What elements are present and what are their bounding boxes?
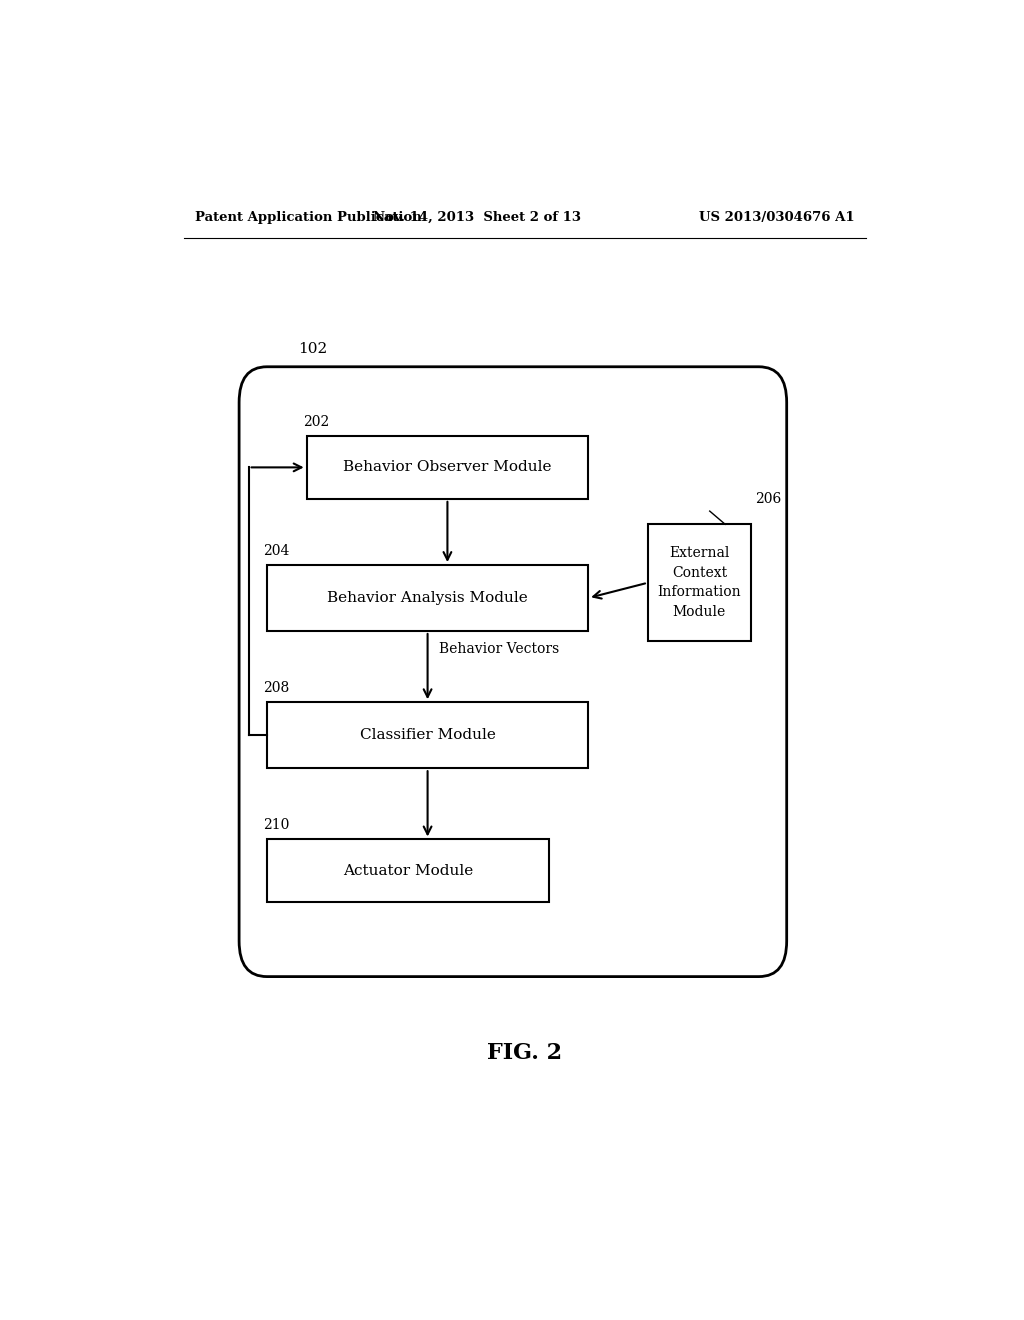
Text: 210: 210 bbox=[263, 818, 290, 833]
Text: 204: 204 bbox=[263, 544, 290, 558]
Text: Behavior Analysis Module: Behavior Analysis Module bbox=[328, 591, 528, 605]
FancyBboxPatch shape bbox=[267, 565, 588, 631]
Text: Behavior Vectors: Behavior Vectors bbox=[439, 643, 560, 656]
Text: 202: 202 bbox=[303, 414, 329, 429]
FancyBboxPatch shape bbox=[240, 367, 786, 977]
Text: 102: 102 bbox=[299, 342, 328, 355]
Text: US 2013/0304676 A1: US 2013/0304676 A1 bbox=[698, 211, 854, 224]
Text: 208: 208 bbox=[263, 681, 289, 696]
FancyBboxPatch shape bbox=[267, 702, 588, 768]
Text: Classifier Module: Classifier Module bbox=[359, 729, 496, 742]
Text: FIG. 2: FIG. 2 bbox=[487, 1041, 562, 1064]
Text: Actuator Module: Actuator Module bbox=[343, 863, 473, 878]
FancyBboxPatch shape bbox=[267, 840, 549, 903]
Text: Behavior Observer Module: Behavior Observer Module bbox=[343, 461, 552, 474]
Text: Nov. 14, 2013  Sheet 2 of 13: Nov. 14, 2013 Sheet 2 of 13 bbox=[373, 211, 582, 224]
FancyBboxPatch shape bbox=[648, 524, 751, 642]
FancyBboxPatch shape bbox=[306, 436, 588, 499]
Text: External
Context
Information
Module: External Context Information Module bbox=[657, 546, 741, 619]
Text: 206: 206 bbox=[755, 492, 781, 506]
Text: Patent Application Publication: Patent Application Publication bbox=[196, 211, 422, 224]
